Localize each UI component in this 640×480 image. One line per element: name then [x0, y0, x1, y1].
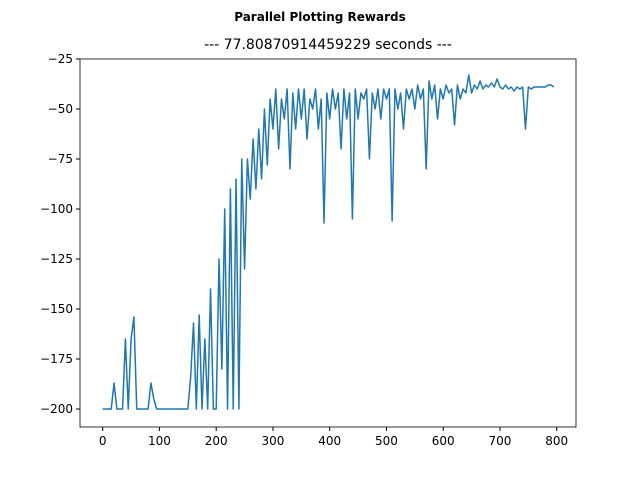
x-tick-label: 100 — [148, 434, 171, 448]
x-tick-label: 0 — [99, 434, 107, 448]
suptitle: Parallel Plotting Rewards — [234, 10, 406, 24]
y-tick-label: −50 — [48, 102, 73, 116]
line — [102, 74, 555, 410]
plot-frame — [79, 58, 577, 428]
x-tick-label: 400 — [318, 434, 341, 448]
x-tick-label: 600 — [432, 434, 455, 448]
x-tick-label: 500 — [375, 434, 398, 448]
y-tick-label: −175 — [40, 352, 73, 366]
x-tick-label: 200 — [205, 434, 228, 448]
y-tick-label: −125 — [40, 252, 73, 266]
y-tick-label: −75 — [48, 152, 73, 166]
chart-title: --- 77.80870914459229 seconds --- — [204, 37, 452, 53]
x-tick-label: 800 — [545, 434, 568, 448]
y-tick-label: −200 — [40, 402, 73, 416]
y-tick-label: −100 — [40, 202, 73, 216]
x-tick-label: 700 — [489, 434, 512, 448]
x-tick-label: 300 — [261, 434, 284, 448]
y-tick-label: −150 — [40, 302, 73, 316]
y-tick-label: −25 — [48, 52, 73, 66]
